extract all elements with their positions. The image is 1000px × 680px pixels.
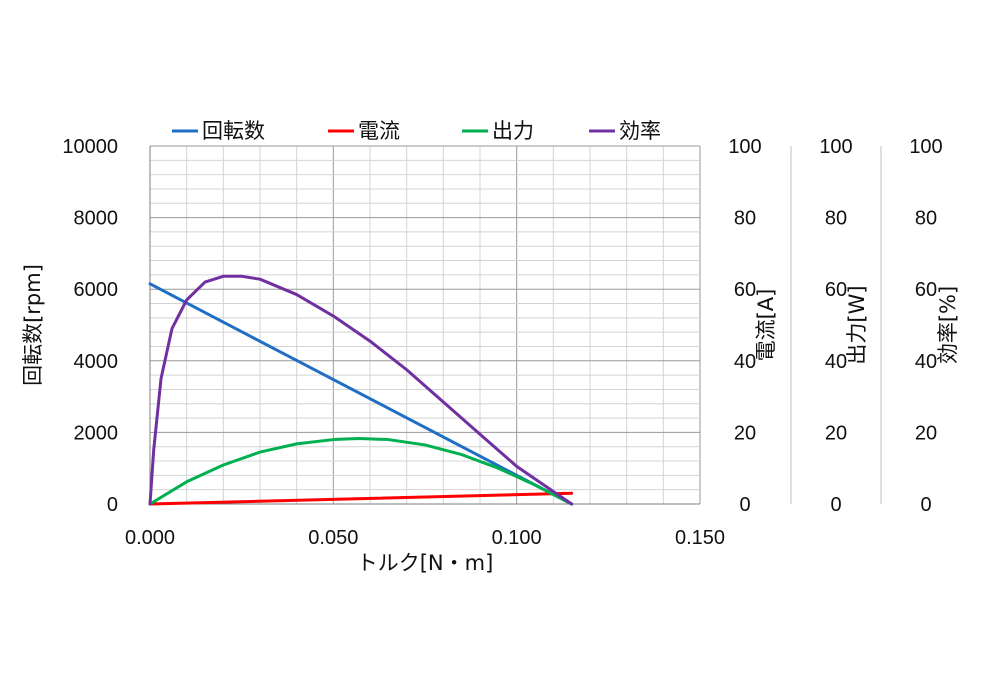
x-tick-label: 0.100 bbox=[492, 527, 542, 549]
y-tick-label-power: 0 bbox=[830, 494, 841, 516]
y-tick-label-power: 40 bbox=[825, 351, 847, 373]
x-tick-label: 0.150 bbox=[675, 527, 725, 549]
y-axis-title-rpm: 回転数[rpm] bbox=[21, 264, 45, 386]
y-tick-label-current: 80 bbox=[734, 208, 756, 230]
y-tick-label-current: 100 bbox=[728, 136, 761, 158]
y-tick-label-rpm: 8000 bbox=[74, 208, 119, 230]
legend: 回転数 電流 出力 効率 bbox=[172, 119, 661, 143]
x-tick-label: 0.050 bbox=[308, 527, 358, 549]
y-tick-label-rpm: 0 bbox=[107, 494, 118, 516]
y-tick-label-power: 60 bbox=[825, 279, 847, 301]
y-axis-title-efficiency: 効率[%] bbox=[936, 286, 960, 364]
legend-label-3: 出力 bbox=[492, 119, 534, 143]
y-tick-label-current: 60 bbox=[734, 279, 756, 301]
y-tick-label-current: 0 bbox=[739, 494, 750, 516]
y-tick-label-power: 80 bbox=[825, 208, 847, 230]
series-line-1 bbox=[148, 282, 574, 506]
y-tick-label-efficiency: 40 bbox=[915, 351, 937, 373]
axes: 0.000 0.050 0.100 0.15002000400060008000100… bbox=[21, 136, 960, 549]
y-axis-title-current: 電流[A] bbox=[754, 289, 778, 362]
y-tick-label-power: 100 bbox=[819, 136, 852, 158]
y-tick-label-power: 20 bbox=[825, 422, 847, 444]
legend-label-4: 効率 bbox=[619, 119, 661, 143]
y-tick-label-current: 40 bbox=[734, 351, 756, 373]
y-tick-label-efficiency: 100 bbox=[909, 136, 942, 158]
y-tick-label-efficiency: 0 bbox=[920, 494, 931, 516]
y-tick-label-efficiency: 60 bbox=[915, 279, 937, 301]
series-line-3 bbox=[148, 436, 574, 506]
x-tick-label: 0.000 bbox=[125, 527, 175, 549]
legend-label-2: 電流 bbox=[358, 119, 400, 143]
y-tick-label-rpm: 10000 bbox=[62, 136, 118, 158]
y-tick-label-current: 20 bbox=[734, 422, 756, 444]
series bbox=[148, 274, 574, 506]
y-tick-label-rpm: 4000 bbox=[74, 351, 119, 373]
y-axis-title-power: 出力[W] bbox=[845, 285, 869, 364]
y-tick-label-efficiency: 80 bbox=[915, 208, 937, 230]
y-tick-label-efficiency: 20 bbox=[915, 422, 937, 444]
series-line-4 bbox=[148, 274, 574, 506]
legend-label-1: 回転数 bbox=[202, 119, 265, 143]
x-axis-title: トルク[N・m] bbox=[357, 551, 494, 575]
y-tick-label-rpm: 2000 bbox=[74, 422, 119, 444]
grid bbox=[149, 145, 701, 505]
y-tick-label-rpm: 6000 bbox=[74, 279, 119, 301]
series-line-2 bbox=[148, 491, 574, 506]
